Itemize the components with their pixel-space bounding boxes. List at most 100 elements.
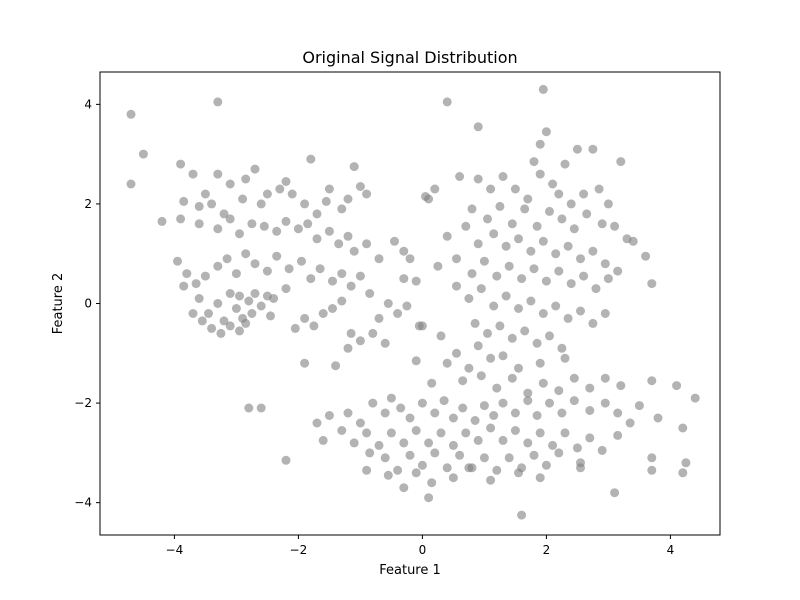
data-point	[266, 311, 275, 321]
data-point	[179, 281, 189, 291]
data-point	[386, 393, 396, 403]
data-point	[498, 351, 508, 361]
data-point	[557, 343, 567, 353]
x-tick-label: 4	[667, 543, 675, 557]
data-point	[433, 261, 443, 271]
data-point	[247, 219, 257, 229]
data-point	[514, 234, 523, 244]
data-point	[690, 393, 700, 403]
data-point	[157, 216, 167, 226]
data-point	[551, 301, 561, 311]
data-point	[250, 164, 260, 174]
data-point	[572, 144, 582, 154]
data-point	[309, 321, 319, 331]
data-point	[461, 221, 471, 231]
data-point	[572, 443, 582, 453]
data-point	[417, 398, 427, 408]
data-point	[328, 304, 337, 313]
data-point	[579, 189, 589, 199]
data-point	[207, 323, 217, 333]
data-point	[545, 206, 554, 216]
data-point	[585, 383, 595, 393]
x-tick-label: −2	[290, 543, 308, 557]
data-point	[448, 413, 458, 423]
data-point	[417, 460, 427, 470]
data-point	[390, 236, 399, 246]
data-point	[312, 209, 322, 219]
y-axis-label: Feature 2	[51, 273, 66, 335]
data-point	[672, 381, 682, 391]
data-point	[501, 241, 511, 251]
data-point	[576, 254, 585, 264]
data-point	[538, 236, 548, 246]
data-point	[368, 328, 378, 338]
data-point	[411, 356, 421, 366]
data-point	[498, 398, 508, 408]
data-point	[399, 246, 409, 256]
data-point	[355, 336, 365, 346]
data-point	[616, 381, 626, 391]
data-point	[473, 341, 483, 351]
data-point	[284, 264, 294, 274]
data-point	[383, 299, 393, 308]
data-point	[213, 169, 223, 179]
data-point	[337, 426, 347, 435]
y-tick-label: 2	[84, 197, 92, 211]
data-point	[346, 328, 356, 338]
data-point	[510, 426, 520, 435]
data-point	[238, 194, 248, 204]
data-point	[334, 239, 344, 249]
data-point	[473, 174, 483, 184]
data-point	[560, 159, 570, 169]
data-point	[461, 428, 471, 438]
data-point	[541, 276, 551, 286]
data-point	[200, 271, 210, 281]
data-point	[545, 398, 554, 408]
data-point	[569, 373, 579, 383]
data-point	[510, 184, 520, 194]
data-point	[235, 291, 244, 301]
data-point	[306, 274, 316, 284]
data-point	[554, 189, 564, 199]
data-point	[566, 279, 576, 289]
data-point	[616, 157, 626, 167]
data-point	[625, 418, 635, 428]
data-point	[551, 249, 561, 259]
data-point	[603, 274, 613, 284]
data-point	[250, 289, 260, 298]
data-point	[452, 254, 461, 264]
data-point	[442, 358, 452, 368]
data-point	[588, 144, 598, 154]
data-point	[300, 313, 310, 323]
data-point	[498, 172, 508, 181]
data-point	[386, 428, 396, 438]
data-point	[538, 84, 548, 94]
data-point	[126, 109, 136, 119]
data-point	[495, 201, 505, 211]
data-point	[343, 408, 353, 418]
data-point	[430, 184, 440, 194]
data-point	[213, 224, 223, 234]
data-point	[610, 488, 620, 498]
data-point	[678, 423, 688, 433]
data-point	[452, 281, 461, 291]
data-point	[430, 448, 440, 458]
data-point	[213, 261, 223, 271]
y-axis-ticks: −4 −2 0 2 4	[74, 97, 100, 510]
data-point	[293, 224, 303, 234]
data-point	[535, 169, 545, 179]
data-point	[514, 468, 523, 478]
data-point	[262, 266, 272, 276]
data-point	[613, 408, 623, 418]
data-point	[560, 428, 570, 438]
data-point	[464, 363, 474, 373]
data-point	[399, 438, 409, 448]
data-point	[492, 383, 502, 393]
data-point	[514, 304, 523, 313]
data-point	[579, 271, 589, 281]
data-point	[222, 254, 232, 264]
data-point	[126, 179, 136, 189]
data-point	[312, 418, 322, 428]
data-point	[610, 221, 620, 231]
